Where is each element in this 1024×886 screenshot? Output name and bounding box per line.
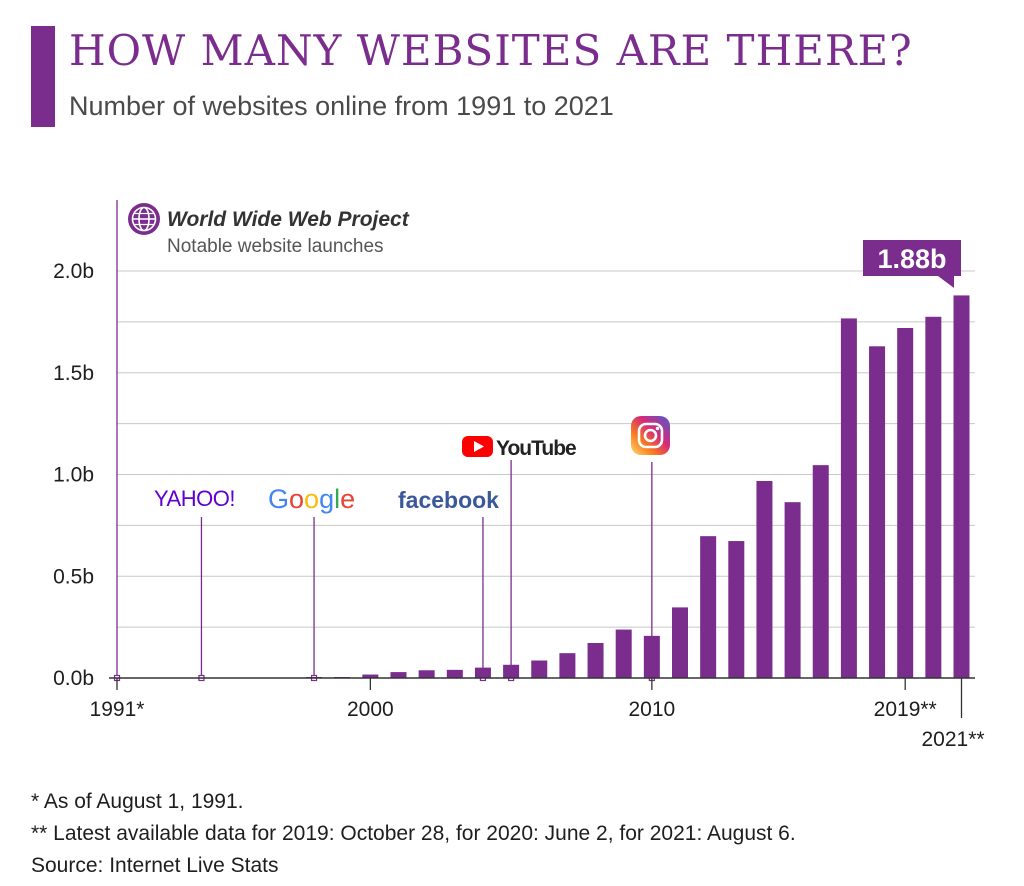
title-accent-bar [31,26,55,127]
footnotes: * As of August 1, 1991. ** Latest availa… [31,786,796,882]
bar-2002 [418,670,435,678]
bar-2017 [840,318,857,678]
x-tick-label: 2010 [628,698,675,721]
bar-2019 [897,327,914,678]
yahoo-logo: YAHOO! [154,486,235,511]
y-tick-label: 2.0b [53,260,94,283]
bar-2013 [728,541,745,678]
bar-2001 [390,672,407,678]
gridlines [117,270,975,628]
bar-2009 [615,629,632,678]
bar-2006 [531,660,548,678]
bar-2016 [812,465,829,678]
youtube-logo: YouTube [462,436,577,460]
legend-title: World Wide Web Project [167,208,410,231]
x-tick-label: 2000 [347,698,394,721]
x-tick-label: 2019** [874,698,937,721]
x-tick-label: 1991* [90,698,145,721]
bar-2011 [672,607,688,678]
google-logo: Google [268,484,355,514]
page-subtitle: Number of websites online from 1991 to 2… [69,91,614,121]
websites-bar-chart: 0.0b 0.5b 1.0b 1.5b 2.0b 1991* 2000 2010 2019**… [53,200,985,751]
y-tick-label: 1.0b [53,464,94,487]
bar-2008 [587,642,604,678]
globe-icon [128,203,160,235]
bars [306,295,970,678]
facebook-logo-text: facebook [398,487,499,513]
bar-2007 [559,653,576,678]
x-tick-label: 2021** [922,728,985,751]
bar-2015 [784,502,801,678]
page-title: HOW MANY WEBSITES ARE THERE? [69,26,913,75]
x-axis: 1991* 2000 2010 2019** 2021** [90,677,985,751]
bar-2018 [869,346,886,678]
latest-value-callout: 1.88b [863,240,961,288]
legend: World Wide Web Project Notable website l… [128,203,410,257]
bar-2004 [474,667,491,678]
facebook-logo: facebook [398,487,499,513]
source-note: Source: Internet Live Stats [31,854,279,877]
bar-2005 [503,664,520,678]
y-tick-label: 0.5b [53,565,94,588]
bar-2014 [756,481,773,678]
bar-2000 [362,674,379,678]
bar-2021 [953,295,970,678]
bar-2020 [925,316,942,678]
bar-2012 [700,536,717,678]
yahoo-logo-text: YAHOO! [154,486,235,511]
y-tick-label: 0.0b [53,667,94,690]
y-tick-label: 1.5b [53,362,94,385]
youtube-logo-text: YouTube [496,437,576,460]
y-axis-ticks: 0.0b 0.5b 1.0b 1.5b 2.0b [53,260,94,690]
footnote-2: ** Latest available data for 2019: Octob… [31,822,796,845]
footnote-1: * As of August 1, 1991. [31,790,244,813]
instagram-icon [631,416,670,455]
legend-subtitle: Notable website launches [167,236,384,257]
latest-value-label: 1.88b [877,244,946,274]
bar-2010 [643,635,660,678]
google-logo-text: Google [268,484,355,514]
bar-2003 [446,669,463,678]
